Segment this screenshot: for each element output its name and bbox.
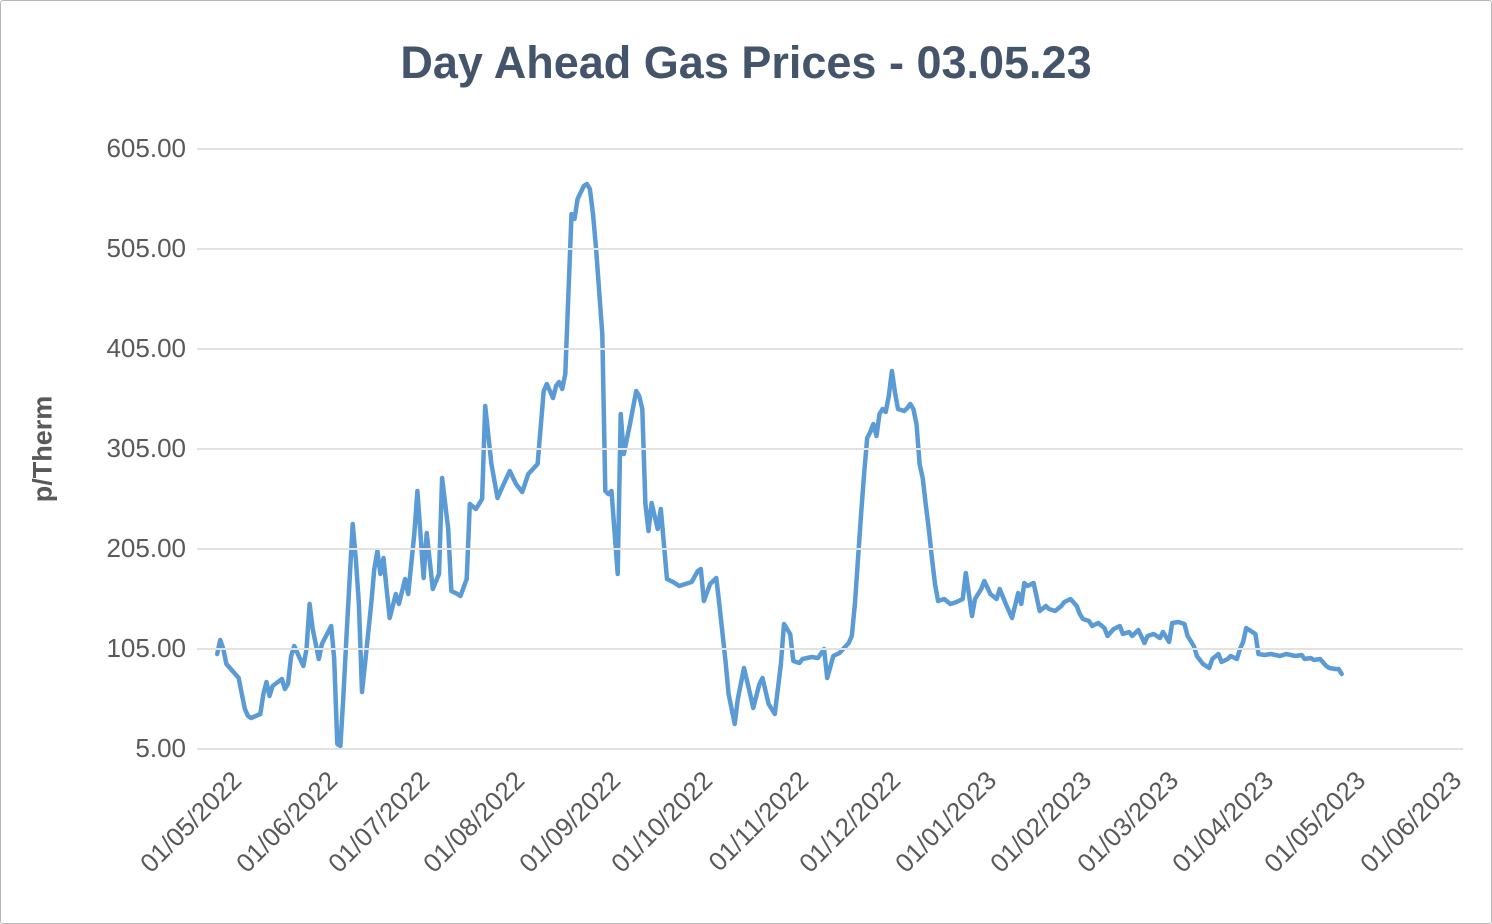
- gridline-y-5: [197, 748, 1463, 750]
- y-tick-label: 5.00: [135, 733, 186, 763]
- gridline-y-205: [197, 548, 1463, 550]
- gridline-y-305: [197, 448, 1463, 450]
- y-tick-label: 305.00: [106, 433, 186, 463]
- y-tick-label: 405.00: [106, 333, 186, 363]
- gridline-y-505: [197, 248, 1463, 250]
- gridline-y-405: [197, 348, 1463, 350]
- gridline-y-605: [197, 148, 1463, 150]
- plot-area: [197, 148, 1463, 750]
- y-axis-title-text: p/Therm: [27, 395, 58, 503]
- chart-title: Day Ahead Gas Prices - 03.05.23: [400, 37, 1092, 88]
- y-tick-label: 105.00: [106, 633, 186, 663]
- line-series-svg: [214, 181, 1344, 749]
- y-tick-label: 605.00: [106, 133, 186, 163]
- y-tick-label: 205.00: [106, 533, 186, 563]
- gridline-y-105: [197, 648, 1463, 650]
- y-tick-label: 505.00: [106, 233, 186, 263]
- series-line: [214, 181, 1344, 749]
